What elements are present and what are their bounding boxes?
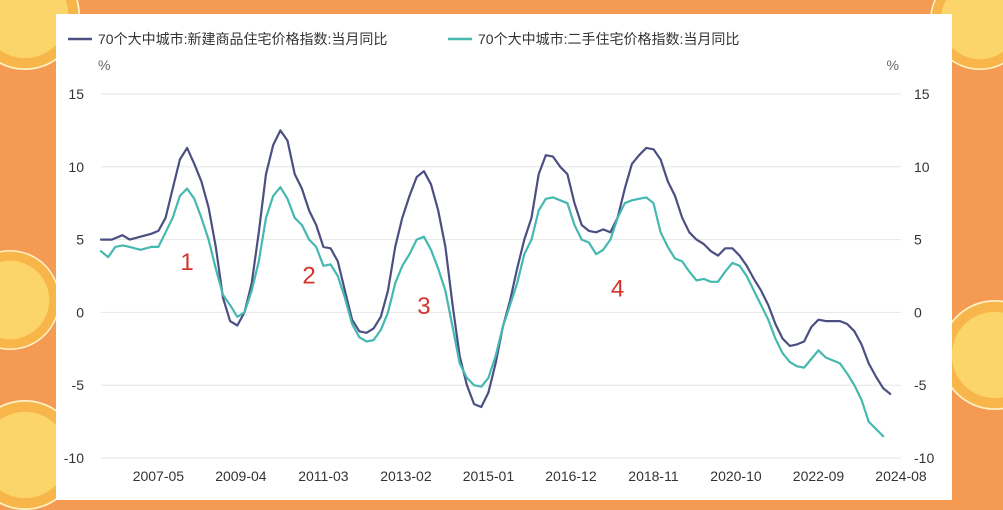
chart-panel: 70个大中城市:新建商品住宅价格指数:当月同比 70个大中城市:二手住宅价格指数…: [56, 14, 952, 500]
y-tick-label-left: -10: [64, 450, 84, 466]
line-chart: 70个大中城市:新建商品住宅价格指数:当月同比 70个大中城市:二手住宅价格指数…: [64, 31, 935, 484]
annotation-number: 3: [417, 293, 430, 320]
y-tick-label-left: 0: [76, 304, 84, 320]
y-axis-unit-left: %: [98, 57, 110, 73]
y-tick-label-right: -5: [914, 377, 927, 393]
x-tick-label: 2024-08: [875, 468, 927, 484]
y-tick-label-right: 5: [914, 232, 922, 248]
y-tick-label-left: 15: [68, 86, 84, 102]
legend-label-new: 70个大中城市:新建商品住宅价格指数:当月同比: [98, 31, 387, 47]
y-tick-label-right: 15: [914, 86, 930, 102]
x-tick-label: 2018-11: [628, 468, 679, 484]
x-tick-label: 2016-12: [545, 468, 597, 484]
legend: 70个大中城市:新建商品住宅价格指数:当月同比 70个大中城市:二手住宅价格指数…: [68, 31, 739, 47]
y-tick-label-left: 10: [68, 159, 84, 175]
series-line-second-hand: [99, 186, 885, 438]
series-line-new-homes: [99, 129, 892, 409]
y-tick-label-left: -5: [72, 377, 85, 393]
x-tick-label: 2022-09: [793, 468, 845, 484]
annotation-number: 4: [611, 275, 624, 302]
gridlines: [101, 93, 901, 459]
y-tick-label-left: 5: [76, 232, 84, 248]
x-axis: 2007-05 2009-04 2011-03 2013-02 2015-01 2016-…: [133, 468, 927, 484]
orange-slice-decoration: [0, 250, 60, 350]
annotation-number: 2: [302, 262, 315, 289]
y-axis-left: 15 10 5 0 -5 -10: [64, 86, 84, 466]
x-tick-label: 2009-04: [215, 468, 267, 484]
y-tick-label-right: -10: [914, 450, 934, 466]
annotations: 1 2 3 4: [180, 249, 624, 320]
y-axis-right: 15 10 5 0 -5 -10: [914, 86, 934, 466]
series-lines: [99, 129, 892, 438]
x-tick-label: 2011-03: [298, 468, 349, 484]
legend-label-second: 70个大中城市:二手住宅价格指数:当月同比: [478, 31, 739, 47]
annotation-number: 1: [180, 249, 193, 276]
x-tick-label: 2013-02: [380, 468, 432, 484]
y-axis-unit-right: %: [887, 57, 899, 73]
x-tick-label: 2007-05: [133, 468, 185, 484]
x-tick-label: 2020-10: [710, 468, 762, 484]
x-tick-label: 2015-01: [463, 468, 515, 484]
y-tick-label-right: 0: [914, 304, 922, 320]
y-tick-label-right: 10: [914, 159, 930, 175]
